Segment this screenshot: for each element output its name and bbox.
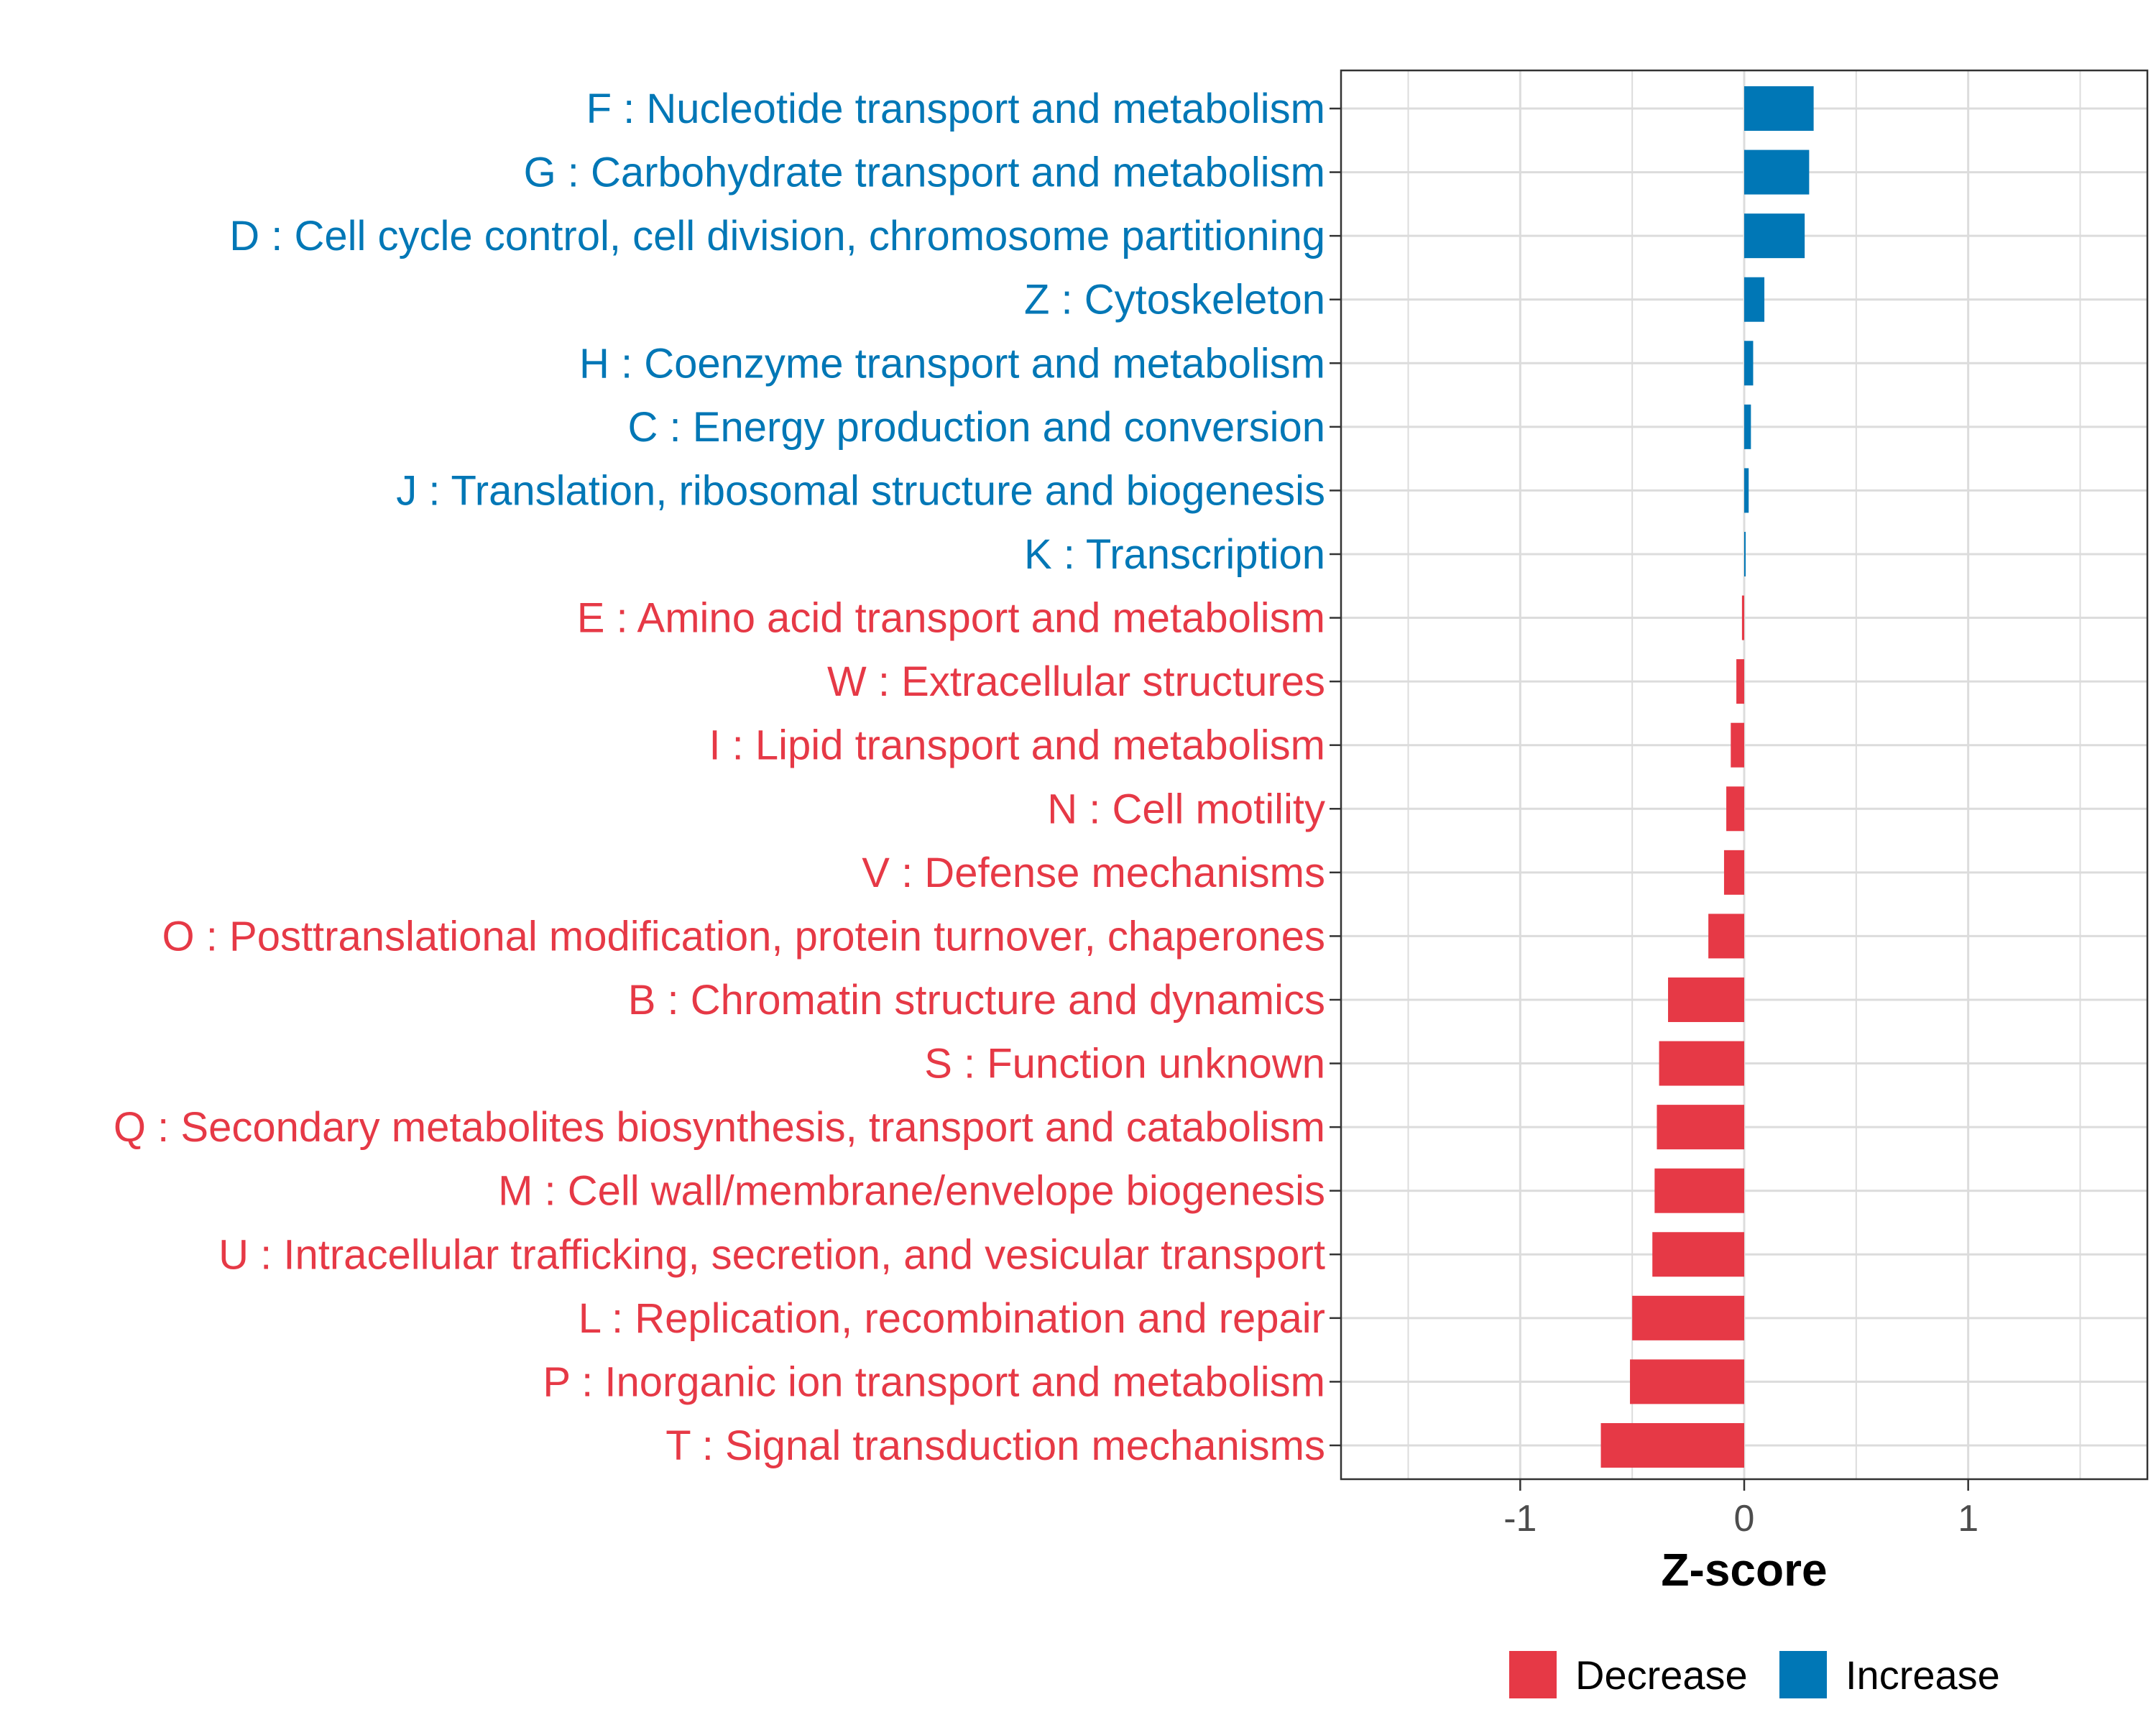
bar [1652, 1232, 1744, 1277]
bar [1708, 914, 1744, 959]
bar [1736, 659, 1744, 704]
y-category-label: E : Amino acid transport and metabolism [577, 595, 1325, 642]
y-category-label: U : Intracellular trafficking, secretion… [218, 1231, 1325, 1278]
y-category-label: O : Posttranslational modification, prot… [162, 913, 1325, 960]
y-category-label: C : Energy production and conversion [628, 404, 1325, 451]
legend-swatch [1509, 1651, 1557, 1698]
y-axis-category-labels: F : Nucleotide transport and metabolism G… [114, 86, 1325, 1469]
y-category-label: H : Coenzyme transport and metabolism [579, 340, 1325, 387]
x-axis-title: Z-score [1661, 1544, 1827, 1596]
x-tick-label: -1 [1503, 1498, 1537, 1540]
bar [1657, 1105, 1744, 1150]
bar [1723, 850, 1744, 895]
bar [1744, 468, 1749, 513]
bar [1600, 1422, 1744, 1468]
bar [1744, 531, 1746, 576]
y-category-label: W : Extracellular structures [827, 658, 1325, 705]
x-tick-label: 1 [1958, 1498, 1978, 1540]
y-category-label: V : Defense mechanisms [862, 850, 1325, 896]
bar [1744, 86, 1814, 131]
bar [1632, 1295, 1744, 1340]
bar [1744, 150, 1810, 195]
y-category-label: S : Function unknown [924, 1041, 1325, 1087]
y-category-label: M : Cell wall/membrane/envelope biogenes… [498, 1168, 1325, 1215]
y-category-label: D : Cell cycle control, cell division, c… [229, 213, 1325, 259]
bar [1741, 595, 1744, 640]
bar [1630, 1359, 1744, 1404]
bar [1659, 1041, 1744, 1086]
y-category-label: J : Translation, ribosomal structure and… [396, 467, 1325, 514]
y-category-label: N : Cell motility [1047, 786, 1325, 832]
y-category-label: L : Replication, recombination and repai… [579, 1295, 1325, 1342]
bar [1654, 1168, 1744, 1213]
y-category-label: F : Nucleotide transport and metabolism [586, 86, 1325, 132]
bars [1600, 86, 1814, 1468]
legend-label: Decrease [1575, 1652, 1748, 1698]
bar [1744, 341, 1754, 386]
x-axis-ticks: -1 0 1 [1503, 1479, 1978, 1540]
legend: Decrease Increase [1509, 1651, 2000, 1698]
y-category-label: G : Carbohydrate transport and metabolis… [524, 150, 1325, 196]
y-category-label: P : Inorganic ion transport and metaboli… [543, 1358, 1325, 1405]
legend-label: Increase [1846, 1652, 2000, 1698]
bar [1726, 786, 1744, 832]
y-category-label: T : Signal transduction mechanisms [665, 1422, 1325, 1469]
y-category-label: K : Transcription [1024, 531, 1325, 578]
bar [1731, 722, 1744, 768]
bar [1668, 977, 1744, 1022]
y-category-label: I : Lipid transport and metabolism [709, 722, 1325, 769]
y-category-label: B : Chromatin structure and dynamics [628, 977, 1325, 1024]
x-tick-label: 0 [1734, 1498, 1755, 1540]
y-axis-ticks [1330, 107, 1341, 1447]
bar [1744, 404, 1751, 449]
y-category-label: Z : Cytoskeleton [1024, 277, 1325, 323]
legend-swatch [1779, 1651, 1827, 1698]
bar [1744, 277, 1765, 322]
y-category-label: Q : Secondary metabolites biosynthesis, … [114, 1104, 1325, 1151]
bar [1744, 213, 1805, 259]
